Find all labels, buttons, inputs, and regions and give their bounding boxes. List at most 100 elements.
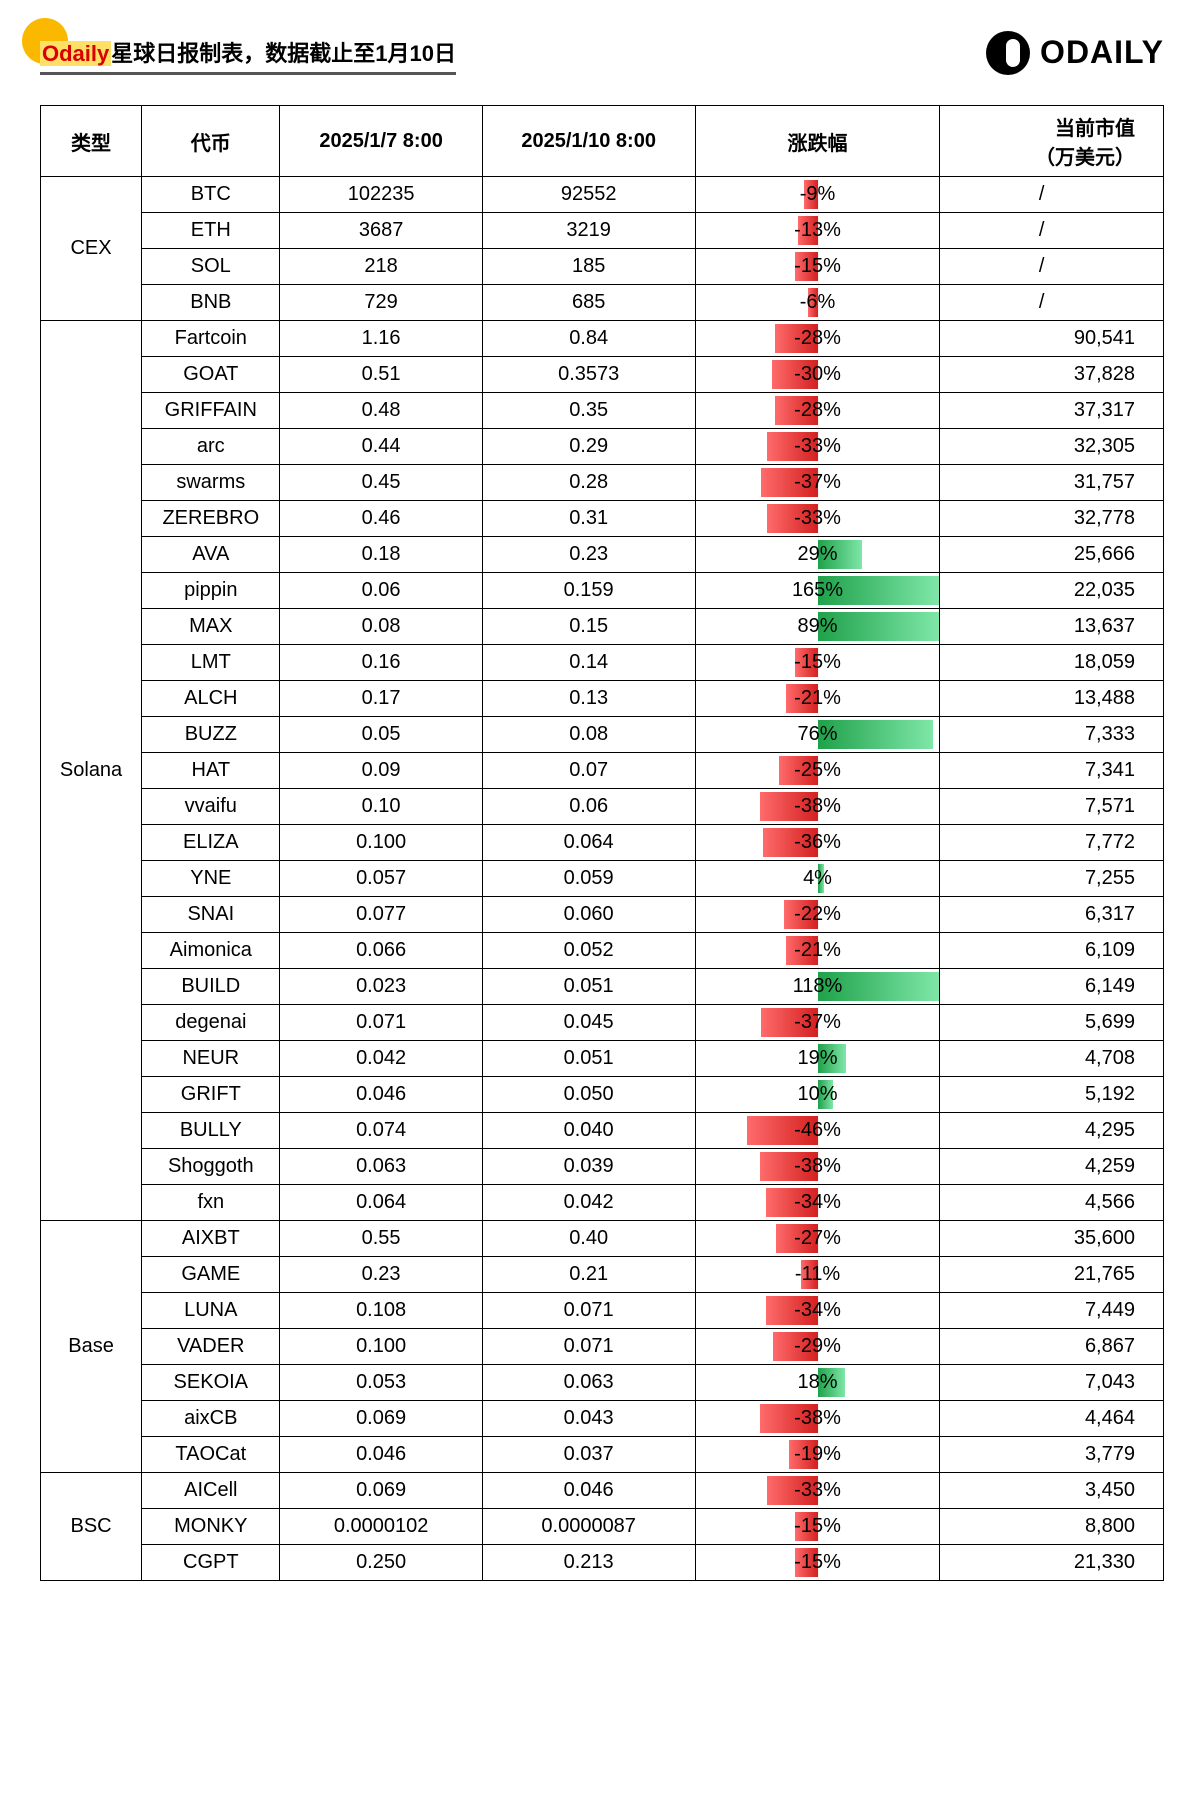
cell-price1: 0.10 [280, 789, 482, 825]
table-row: AVA0.180.2329%25,666 [41, 537, 1164, 573]
cell-mcap: 3,779 [940, 1437, 1164, 1473]
cell-token: YNE [142, 861, 280, 897]
cell-price2: 0.84 [482, 321, 695, 357]
cell-price2: 0.050 [482, 1077, 695, 1113]
cell-price2: 685 [482, 285, 695, 321]
table-row: NEUR0.0420.05119%4,708 [41, 1041, 1164, 1077]
change-label: -15% [696, 1551, 940, 1574]
title-rest: 星球日报制表，数据截止至1月10日 [111, 41, 456, 66]
change-label: -29% [696, 1335, 940, 1358]
cell-price1: 0.17 [280, 681, 482, 717]
cell-price2: 0.08 [482, 717, 695, 753]
change-label: -9% [696, 183, 940, 206]
table-row: MAX0.080.1589%13,637 [41, 609, 1164, 645]
cell-mcap: 7,255 [940, 861, 1164, 897]
cell-mcap: / [940, 177, 1164, 213]
cell-token: ALCH [142, 681, 280, 717]
cell-price1: 3687 [280, 213, 482, 249]
change-label: -34% [696, 1299, 940, 1322]
table-row: ETH36873219-13%/ [41, 213, 1164, 249]
th-change: 涨跌幅 [695, 106, 940, 177]
table-row: vvaifu0.100.06-38%7,571 [41, 789, 1164, 825]
change-label: -37% [696, 1011, 940, 1034]
change-label: -33% [696, 507, 940, 530]
table-row: GOAT0.510.3573-30%37,828 [41, 357, 1164, 393]
cell-token: fxn [142, 1185, 280, 1221]
cell-token: ETH [142, 213, 280, 249]
cell-change: -30% [695, 357, 940, 393]
cell-token: BULLY [142, 1113, 280, 1149]
cell-mcap: 4,259 [940, 1149, 1164, 1185]
cell-change: -11% [695, 1257, 940, 1293]
cell-price2: 0.07 [482, 753, 695, 789]
cell-price1: 0.069 [280, 1401, 482, 1437]
cell-price2: 0.043 [482, 1401, 695, 1437]
change-label: 89% [696, 615, 940, 638]
table-row: ELIZA0.1000.064-36%7,772 [41, 825, 1164, 861]
cell-mcap: / [940, 285, 1164, 321]
cell-type: Solana [41, 321, 142, 1221]
cell-change: -22% [695, 897, 940, 933]
cell-mcap: 7,571 [940, 789, 1164, 825]
cell-change: -21% [695, 681, 940, 717]
table-row: ZEREBRO0.460.31-33%32,778 [41, 501, 1164, 537]
cell-change: 18% [695, 1365, 940, 1401]
change-label: -38% [696, 795, 940, 818]
table-row: BUZZ0.050.0876%7,333 [41, 717, 1164, 753]
cell-mcap: 7,449 [940, 1293, 1164, 1329]
cell-price1: 0.064 [280, 1185, 482, 1221]
change-label: 18% [696, 1371, 940, 1394]
cell-token: SEKOIA [142, 1365, 280, 1401]
cell-price2: 0.29 [482, 429, 695, 465]
cell-token: Shoggoth [142, 1149, 280, 1185]
cell-price2: 0.051 [482, 969, 695, 1005]
cell-mcap: 4,708 [940, 1041, 1164, 1077]
cell-price1: 0.23 [280, 1257, 482, 1293]
cell-price2: 0.159 [482, 573, 695, 609]
change-label: -11% [696, 1263, 940, 1286]
cell-mcap: 6,149 [940, 969, 1164, 1005]
cell-price2: 0.042 [482, 1185, 695, 1221]
cell-change: -27% [695, 1221, 940, 1257]
table-row: pippin0.060.159165%22,035 [41, 573, 1164, 609]
cell-price1: 0.074 [280, 1113, 482, 1149]
th-token: 代币 [142, 106, 280, 177]
table-row: BULLY0.0740.040-46%4,295 [41, 1113, 1164, 1149]
cell-price2: 0.3573 [482, 357, 695, 393]
cell-price1: 0.071 [280, 1005, 482, 1041]
change-label: -27% [696, 1227, 940, 1250]
table-row: MONKY0.00001020.0000087-15%8,800 [41, 1509, 1164, 1545]
cell-price1: 0.066 [280, 933, 482, 969]
cell-mcap: 4,295 [940, 1113, 1164, 1149]
cell-price2: 0.14 [482, 645, 695, 681]
table-row: degenai0.0710.045-37%5,699 [41, 1005, 1164, 1041]
cell-token: HAT [142, 753, 280, 789]
cell-mcap: 25,666 [940, 537, 1164, 573]
cell-price1: 0.250 [280, 1545, 482, 1581]
cell-mcap: 13,637 [940, 609, 1164, 645]
cell-change: -13% [695, 213, 940, 249]
cell-mcap: 31,757 [940, 465, 1164, 501]
cell-price2: 0.23 [482, 537, 695, 573]
cell-mcap: 6,317 [940, 897, 1164, 933]
cell-token: SNAI [142, 897, 280, 933]
cell-token: aixCB [142, 1401, 280, 1437]
cell-change: -34% [695, 1293, 940, 1329]
cell-price2: 0.063 [482, 1365, 695, 1401]
cell-price2: 0.15 [482, 609, 695, 645]
cell-price2: 0.31 [482, 501, 695, 537]
cell-price2: 0.13 [482, 681, 695, 717]
cell-change: 118% [695, 969, 940, 1005]
cell-mcap: 6,109 [940, 933, 1164, 969]
table-row: SEKOIA0.0530.06318%7,043 [41, 1365, 1164, 1401]
cell-mcap: 21,765 [940, 1257, 1164, 1293]
table-row: SNAI0.0770.060-22%6,317 [41, 897, 1164, 933]
cell-change: -38% [695, 789, 940, 825]
change-label: 19% [696, 1047, 940, 1070]
th-type: 类型 [41, 106, 142, 177]
table-head: 类型 代币 2025/1/7 8:00 2025/1/10 8:00 涨跌幅 当… [41, 106, 1164, 177]
cell-price2: 0.039 [482, 1149, 695, 1185]
page-header: Odaily星球日报制表，数据截止至1月10日 ODAILY [40, 30, 1164, 75]
cell-price2: 3219 [482, 213, 695, 249]
change-label: -36% [696, 831, 940, 854]
